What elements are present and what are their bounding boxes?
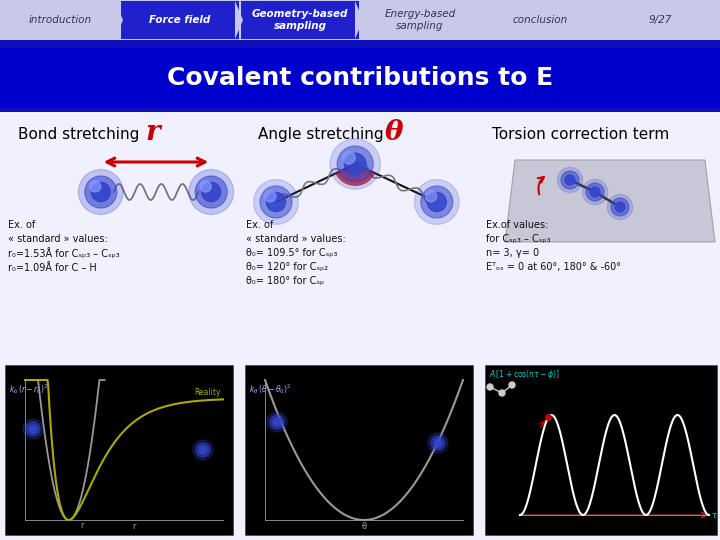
FancyBboxPatch shape [0,112,720,540]
Polygon shape [595,1,603,39]
Circle shape [608,194,633,220]
Circle shape [420,186,453,218]
Polygon shape [115,1,123,39]
Circle shape [196,443,210,457]
Circle shape [499,390,505,396]
FancyBboxPatch shape [121,1,239,39]
Circle shape [189,170,233,214]
Circle shape [431,436,445,450]
Polygon shape [505,160,715,242]
Circle shape [273,418,281,426]
Circle shape [91,183,110,201]
Circle shape [85,176,117,208]
Circle shape [29,425,37,433]
Text: $k_b\,(r-r_0)^2$: $k_b\,(r-r_0)^2$ [9,382,48,396]
Text: Ex.of values:
for Cₛₚ₃ – Cₛₚ₃
n= 3, γ= 0
Eᵀₒₛ = 0 at 60°, 180° & -60°: Ex.of values: for Cₛₚ₃ – Cₛₚ₃ n= 3, γ= 0… [486,220,621,272]
FancyBboxPatch shape [241,1,359,39]
FancyBboxPatch shape [485,365,717,535]
Text: θ: θ [385,118,403,145]
Circle shape [415,180,459,225]
Circle shape [266,192,286,212]
Text: $A\,[1+\cos(n\tau-\phi)]$: $A\,[1+\cos(n\tau-\phi)]$ [489,368,560,381]
Circle shape [260,186,292,218]
Wedge shape [336,164,375,186]
Polygon shape [355,1,363,39]
Circle shape [200,181,211,192]
Circle shape [565,175,575,185]
Text: Reality: Reality [194,388,221,397]
Polygon shape [235,1,243,39]
Circle shape [561,171,579,189]
Circle shape [267,412,287,432]
Text: r: r [145,118,160,145]
FancyBboxPatch shape [1,1,119,39]
Circle shape [582,179,608,205]
Text: r: r [132,522,135,531]
Text: τ: τ [712,510,717,519]
Text: Geometry-based
sampling: Geometry-based sampling [252,9,348,31]
Circle shape [26,422,40,436]
Circle shape [78,170,123,214]
Text: Bond stretching: Bond stretching [18,126,140,141]
Circle shape [343,151,355,164]
FancyBboxPatch shape [481,1,599,39]
Text: Ex. of
« standard » values:
r₀=1.53Å for Cₛₚ₃ – Cₛₚ₃
r₀=1.09Å for C – H: Ex. of « standard » values: r₀=1.53Å for… [8,220,120,273]
Circle shape [199,446,207,454]
FancyBboxPatch shape [5,365,233,535]
Circle shape [586,183,604,201]
Text: Force field: Force field [149,15,211,25]
Circle shape [426,191,437,202]
Circle shape [427,192,446,212]
Text: $k_\theta\,(\theta-\theta_0)^2$: $k_\theta\,(\theta-\theta_0)^2$ [249,382,292,396]
Text: r: r [81,521,84,530]
Circle shape [265,191,276,202]
FancyBboxPatch shape [0,0,720,40]
Circle shape [89,181,101,192]
Circle shape [193,440,213,460]
FancyBboxPatch shape [601,1,719,39]
Text: introduction: introduction [28,15,91,25]
Circle shape [270,415,284,429]
Circle shape [337,146,373,182]
Circle shape [611,198,629,216]
Circle shape [487,384,493,390]
Text: θ: θ [361,522,366,531]
Circle shape [590,187,600,197]
Text: Ex. of
« standard » values:
θ₀= 109.5° for Cₛₚ₃
θ₀= 120° for Cₛₚ₂
θ₀= 180° for C: Ex. of « standard » values: θ₀= 109.5° f… [246,220,346,286]
FancyBboxPatch shape [0,108,720,112]
Circle shape [509,382,515,388]
FancyBboxPatch shape [0,40,720,48]
FancyBboxPatch shape [361,1,479,39]
Circle shape [330,139,380,189]
Text: Covalent contributions to E: Covalent contributions to E [167,66,553,90]
Circle shape [195,176,228,208]
Circle shape [23,419,43,439]
FancyBboxPatch shape [245,365,473,535]
Text: Torsion correction term: Torsion correction term [492,126,670,141]
Text: Energy-based
sampling: Energy-based sampling [384,9,456,31]
FancyBboxPatch shape [0,48,720,108]
Text: Angle stretching: Angle stretching [258,126,384,141]
Circle shape [202,183,221,201]
Polygon shape [475,1,483,39]
Circle shape [615,202,625,212]
Text: conclusion: conclusion [513,15,567,25]
Circle shape [434,439,442,447]
Circle shape [557,167,582,193]
Circle shape [428,433,448,453]
Circle shape [344,153,366,175]
Circle shape [253,180,298,225]
Text: 9/27: 9/27 [648,15,672,25]
